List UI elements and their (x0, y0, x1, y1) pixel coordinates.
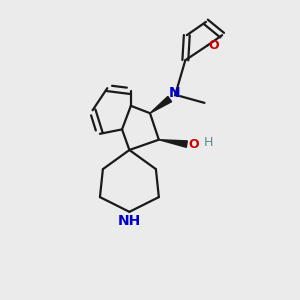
Text: O: O (188, 138, 199, 151)
Text: NH: NH (118, 214, 141, 228)
Text: H: H (203, 136, 213, 148)
Text: O: O (208, 39, 219, 52)
Polygon shape (150, 96, 172, 113)
Polygon shape (159, 140, 187, 147)
Text: N: N (169, 86, 181, 100)
